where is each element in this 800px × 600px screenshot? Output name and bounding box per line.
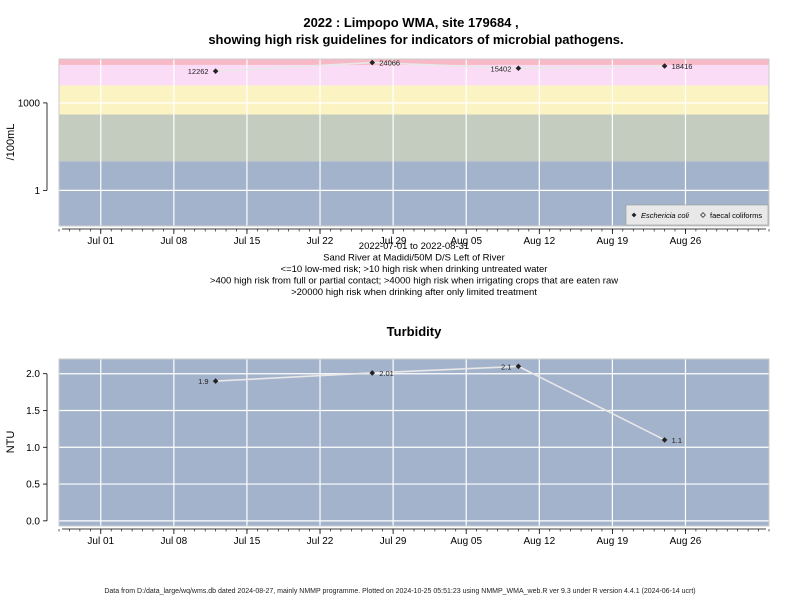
y-tick-label: 2.0 bbox=[26, 369, 40, 380]
data-point bbox=[661, 63, 668, 69]
data-label: 15402 bbox=[491, 64, 512, 73]
turbidity-plot-frame bbox=[58, 358, 770, 527]
y-tick-label: 1000 bbox=[18, 98, 41, 109]
page-title-line1: 2022 : Limpopo WMA, site 179684 , bbox=[303, 15, 518, 30]
x-tick-label: Aug 12 bbox=[523, 236, 555, 247]
data-label: 2.01 bbox=[379, 369, 394, 378]
x-tick-label: Jul 29 bbox=[380, 536, 407, 547]
risk-band bbox=[59, 59, 769, 65]
turbidity-title: Turbidity bbox=[387, 324, 442, 339]
legend-faecal-label: faecal coliforms bbox=[710, 211, 762, 220]
turbidity-y-axis-label: NTU bbox=[5, 431, 17, 454]
y-tick-label: 1.0 bbox=[26, 443, 40, 454]
x-tick-label: Jul 15 bbox=[234, 536, 261, 547]
x-axis-label-line: >400 high risk from full or partial cont… bbox=[210, 276, 618, 287]
x-axis-label-line: >20000 high risk when drinking after onl… bbox=[291, 287, 537, 298]
microbial-grid bbox=[59, 59, 769, 226]
turbidity-x-axis: Jul 01 Jul 08 Jul 15 Jul 22 Jul 29 Aug 05 Aug … bbox=[58, 528, 770, 547]
x-tick-label: Aug 19 bbox=[597, 536, 629, 547]
data-point bbox=[661, 437, 668, 443]
y-tick-label: 1.5 bbox=[26, 406, 40, 417]
x-axis-label-line: 2022-07-01 to 2022-08-31 bbox=[359, 241, 469, 252]
risk-band bbox=[59, 114, 769, 162]
legend-faecal-marker bbox=[700, 212, 706, 218]
turbidity-chart: Turbidity 0.00.51.01.52.0 Jul 01 Jul 08 Ju… bbox=[5, 324, 770, 547]
data-point bbox=[369, 370, 376, 376]
x-tick-label: Aug 05 bbox=[450, 536, 482, 547]
x-tick-label: Aug 12 bbox=[523, 536, 555, 547]
data-label: 24066 bbox=[379, 59, 400, 68]
microbial-bands bbox=[59, 59, 769, 226]
x-tick-label: Aug 19 bbox=[597, 236, 629, 247]
y-tick-label: 0.0 bbox=[26, 516, 40, 527]
x-tick-label: Jul 15 bbox=[234, 236, 261, 247]
x-tick-label: Jul 08 bbox=[161, 236, 188, 247]
x-tick-label: Jul 22 bbox=[307, 236, 334, 247]
legend-ecoli-label: Eschericia coli bbox=[641, 211, 689, 220]
x-tick-label: Jul 08 bbox=[161, 536, 188, 547]
data-label: 1.9 bbox=[198, 377, 208, 386]
turbidity-y-axis: 0.0 0.5 1.0 1.5 2.0 bbox=[26, 369, 48, 527]
x-tick-label: Jul 22 bbox=[307, 536, 334, 547]
x-tick-label: Aug 26 bbox=[670, 536, 702, 547]
x-axis-label-line: Sand River at Madidi/50M D/S Left of Riv… bbox=[323, 253, 505, 264]
data-label: 18416 bbox=[672, 62, 693, 71]
legend-box bbox=[625, 204, 769, 226]
data-point bbox=[212, 68, 219, 74]
microbial-series: 12262 24066 15402 18416 bbox=[188, 59, 693, 77]
x-tick-label: Aug 05 bbox=[450, 236, 482, 247]
x-tick-label: Aug 26 bbox=[670, 236, 702, 247]
x-axis-label-line: <=10 low-med risk; >10 high risk when dr… bbox=[281, 264, 548, 275]
data-label: 1.1 bbox=[672, 436, 682, 445]
x-tick-label: Jul 01 bbox=[87, 536, 114, 547]
series-line bbox=[215, 61, 665, 72]
page-title-line2: showing high risk guidelines for indicat… bbox=[208, 32, 623, 47]
data-label: 12262 bbox=[188, 67, 209, 76]
microbial-plot-frame bbox=[58, 58, 770, 227]
footer-note: Data from D:/data_large/wq/wms.db dated … bbox=[104, 588, 696, 595]
risk-band bbox=[59, 85, 769, 115]
turbidity-grid bbox=[59, 359, 769, 526]
microbial-chart: 1 1000 Jul 01 Jul 08 Jul 15 Jul 22 Jul 29 Aug … bbox=[5, 58, 770, 298]
y-tick-label: 1 bbox=[34, 186, 40, 197]
x-tick-label: Jul 01 bbox=[87, 236, 114, 247]
turbidity-plot-background bbox=[59, 359, 769, 526]
y-tick-label: 0.5 bbox=[26, 480, 40, 491]
series-line bbox=[215, 365, 665, 441]
data-point bbox=[515, 65, 522, 72]
risk-band bbox=[59, 64, 769, 86]
data-point bbox=[212, 378, 219, 384]
data-point bbox=[369, 59, 376, 66]
data-point bbox=[515, 363, 522, 370]
data-label: 2.1 bbox=[501, 362, 511, 371]
microbial-y-axis-label: /100mL bbox=[5, 124, 17, 161]
x-tick-label: Jul 29 bbox=[380, 236, 407, 247]
turbidity-series: 1.9 2.01 2.1 1.1 bbox=[198, 362, 682, 445]
microbial-legend: Eschericia coli faecal coliforms bbox=[625, 204, 769, 226]
legend-ecoli-marker bbox=[631, 212, 637, 218]
microbial-x-axis: Jul 01 Jul 08 Jul 15 Jul 22 Jul 29 Aug 05 Aug … bbox=[58, 228, 770, 247]
microbial-y-axis: 1 1000 bbox=[18, 98, 48, 197]
